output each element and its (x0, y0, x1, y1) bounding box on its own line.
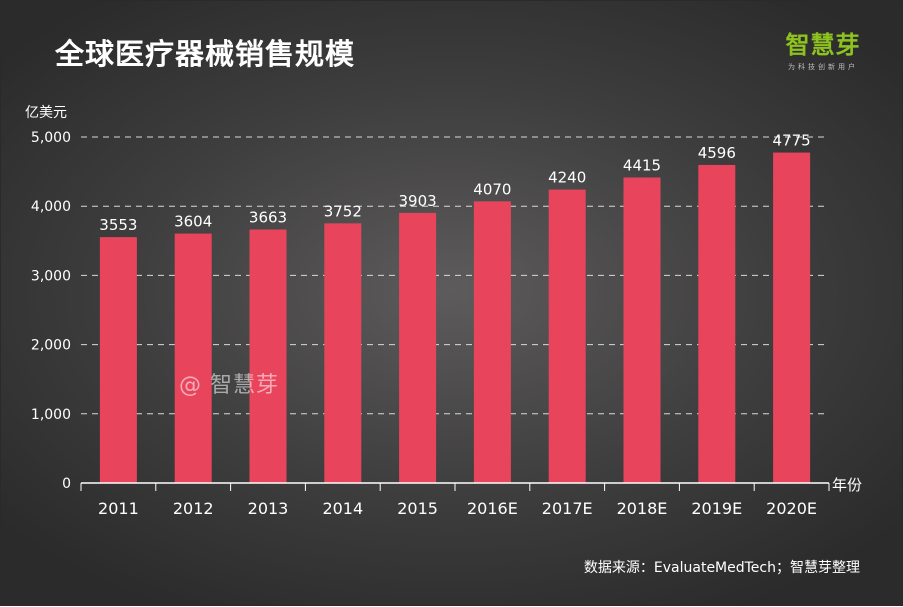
page-title: 全球医疗器械销售规模 (55, 37, 356, 71)
bar (99, 237, 137, 483)
data-label: 4596 (698, 144, 736, 162)
bar (698, 164, 736, 484)
bar (174, 233, 212, 483)
bar (473, 201, 511, 483)
x-tick-label: 2013 (248, 499, 289, 518)
data-label: 3553 (99, 216, 137, 234)
brand-logo: 智慧芽 为科技创新用户 (777, 31, 869, 72)
bar (399, 212, 437, 483)
bar (324, 223, 362, 483)
data-label: 4240 (548, 169, 586, 187)
data-label: 4415 (623, 156, 661, 174)
y-tick-label: 2,000 (31, 338, 71, 354)
data-label: 3752 (324, 202, 362, 220)
y-axis-label: 亿美元 (25, 105, 67, 121)
x-tick-label: 2014 (322, 499, 363, 518)
x-tick-label: 2012 (173, 499, 214, 518)
x-tick-label: 2016E (467, 499, 518, 518)
y-tick-label: 5,000 (31, 130, 71, 146)
bar (773, 152, 811, 483)
data-label: 4775 (773, 132, 811, 150)
bar (249, 229, 287, 483)
label-layer: 3553 3604 3663 3752 3903 4070 4240 4415 4596 4775 (99, 132, 810, 235)
bar (548, 189, 586, 484)
data-label: 3604 (174, 213, 212, 231)
bar-layer (99, 152, 811, 484)
watermark: @ 智慧芽 (179, 373, 279, 398)
x-tick-label: 2020E (766, 499, 817, 518)
logo-name: 智慧芽 (785, 31, 861, 59)
x-tick-label: 2017E (542, 499, 593, 518)
source-note: 数据来源：EvaluateMedTech；智慧芽整理 (583, 560, 860, 576)
y-tick-label: 4,000 (31, 199, 71, 215)
data-label: 4070 (473, 180, 511, 198)
x-tick-label: 2015 (397, 499, 438, 518)
logo-tagline: 为科技创新用户 (788, 63, 858, 71)
x-tick-label: 2011 (98, 499, 139, 518)
data-label: 3903 (399, 192, 437, 210)
data-label: 3663 (249, 209, 287, 227)
x-tick-label: 2018E (617, 499, 668, 518)
x-tick-label: 2019E (691, 499, 742, 518)
y-tick-label: 3,000 (31, 268, 71, 284)
y-tick-label: 1,000 (31, 407, 71, 423)
y-tick-label: 0 (62, 476, 71, 492)
bar (623, 177, 661, 483)
x-axis-label: 年份 (832, 476, 862, 494)
